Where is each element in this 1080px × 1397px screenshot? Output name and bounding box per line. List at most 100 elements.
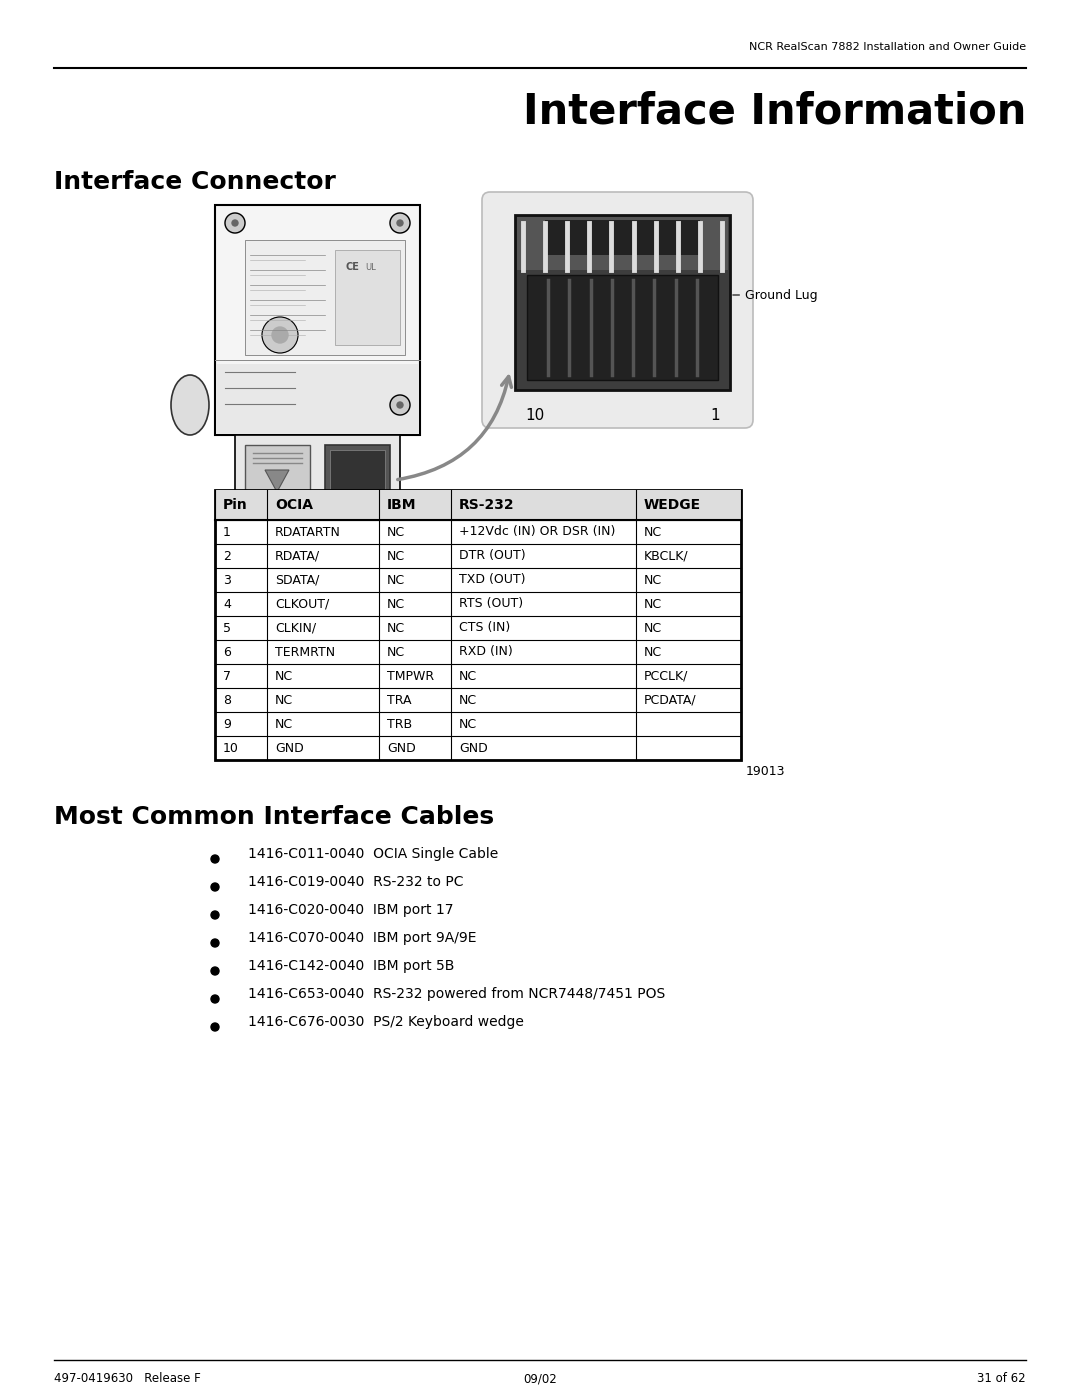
Text: 9: 9	[222, 718, 231, 731]
Circle shape	[211, 883, 219, 891]
Text: NC: NC	[459, 669, 477, 683]
FancyBboxPatch shape	[335, 250, 400, 345]
Text: NC: NC	[644, 645, 662, 658]
Text: CTS (IN): CTS (IN)	[459, 622, 510, 634]
Text: 4: 4	[222, 598, 231, 610]
Text: 1416-C676-0030  PS/2 Keyboard wedge: 1416-C676-0030 PS/2 Keyboard wedge	[248, 1016, 524, 1030]
Text: Most Common Interface Cables: Most Common Interface Cables	[54, 805, 495, 828]
Text: GND: GND	[387, 742, 416, 754]
Circle shape	[232, 219, 238, 226]
Text: OCIA: OCIA	[275, 497, 313, 511]
Text: NC: NC	[459, 693, 477, 707]
Text: CLKIN/: CLKIN/	[275, 622, 316, 634]
Text: 8: 8	[222, 693, 231, 707]
Text: 10: 10	[525, 408, 544, 423]
Text: KBCLK/: KBCLK/	[644, 549, 689, 563]
Text: TRA: TRA	[387, 693, 411, 707]
FancyBboxPatch shape	[515, 215, 730, 390]
Text: Ground Lug: Ground Lug	[733, 289, 818, 302]
Text: RDATARTN: RDATARTN	[275, 525, 341, 538]
Text: 10: 10	[222, 742, 239, 754]
Text: NC: NC	[644, 574, 662, 587]
Text: NC: NC	[459, 718, 477, 731]
FancyBboxPatch shape	[245, 240, 405, 355]
FancyBboxPatch shape	[235, 434, 400, 529]
Text: 3: 3	[222, 574, 231, 587]
Circle shape	[262, 317, 298, 353]
Text: RXD (IN): RXD (IN)	[459, 645, 513, 658]
Circle shape	[390, 212, 410, 233]
Text: NC: NC	[644, 525, 662, 538]
Text: 5: 5	[222, 622, 231, 634]
Text: 1416-C020-0040  IBM port 17: 1416-C020-0040 IBM port 17	[248, 902, 454, 916]
FancyBboxPatch shape	[330, 450, 384, 510]
FancyBboxPatch shape	[215, 490, 741, 520]
Text: RTS (OUT): RTS (OUT)	[459, 598, 523, 610]
Text: 7: 7	[222, 669, 231, 683]
FancyBboxPatch shape	[527, 275, 718, 380]
FancyBboxPatch shape	[325, 446, 390, 515]
Text: NCR RealScan 7882 Installation and Owner Guide: NCR RealScan 7882 Installation and Owner…	[748, 42, 1026, 52]
Text: GND: GND	[459, 742, 488, 754]
FancyBboxPatch shape	[517, 217, 728, 270]
Text: 31 of 62: 31 of 62	[977, 1372, 1026, 1384]
Circle shape	[225, 212, 245, 233]
Text: SDATA/: SDATA/	[275, 574, 320, 587]
Text: 1416-C011-0040  OCIA Single Cable: 1416-C011-0040 OCIA Single Cable	[248, 847, 498, 861]
Text: 1416-C142-0040  IBM port 5B: 1416-C142-0040 IBM port 5B	[248, 958, 455, 972]
Text: NC: NC	[275, 669, 293, 683]
FancyBboxPatch shape	[245, 446, 310, 515]
FancyBboxPatch shape	[545, 219, 700, 256]
Circle shape	[211, 939, 219, 947]
Text: NC: NC	[387, 598, 405, 610]
Text: NC: NC	[387, 549, 405, 563]
Text: NC: NC	[644, 622, 662, 634]
Text: IBM: IBM	[387, 497, 417, 511]
Text: RDATA/: RDATA/	[275, 549, 320, 563]
Circle shape	[211, 911, 219, 919]
Text: UL: UL	[365, 263, 376, 272]
Text: 1416-C070-0040  IBM port 9A/9E: 1416-C070-0040 IBM port 9A/9E	[248, 930, 476, 944]
Text: NC: NC	[644, 598, 662, 610]
Text: 2: 2	[222, 549, 231, 563]
Text: NC: NC	[275, 718, 293, 731]
Text: +12Vdc (IN) OR DSR (IN): +12Vdc (IN) OR DSR (IN)	[459, 525, 616, 538]
Text: DTR (OUT): DTR (OUT)	[459, 549, 526, 563]
Text: NC: NC	[387, 574, 405, 587]
Text: CLKOUT/: CLKOUT/	[275, 598, 329, 610]
FancyBboxPatch shape	[215, 205, 420, 434]
Text: TERMRTN: TERMRTN	[275, 645, 335, 658]
Circle shape	[397, 219, 403, 226]
Text: PCDATA/: PCDATA/	[644, 693, 697, 707]
Text: 6: 6	[222, 645, 231, 658]
Circle shape	[272, 327, 288, 344]
FancyBboxPatch shape	[216, 365, 419, 434]
Circle shape	[211, 1023, 219, 1031]
Text: 1: 1	[711, 408, 720, 423]
Text: 09/02: 09/02	[523, 1372, 557, 1384]
Text: RS-232: RS-232	[459, 497, 515, 511]
Text: TRB: TRB	[387, 718, 413, 731]
Circle shape	[211, 855, 219, 863]
Ellipse shape	[171, 374, 210, 434]
FancyArrowPatch shape	[397, 377, 512, 479]
Circle shape	[211, 995, 219, 1003]
Text: PCCLK/: PCCLK/	[644, 669, 688, 683]
Circle shape	[397, 402, 403, 408]
Text: 1416-C653-0040  RS-232 powered from NCR7448/7451 POS: 1416-C653-0040 RS-232 powered from NCR74…	[248, 988, 665, 1002]
Text: 497-0419630   Release F: 497-0419630 Release F	[54, 1372, 201, 1384]
FancyBboxPatch shape	[482, 191, 753, 427]
Text: 19013: 19013	[746, 766, 785, 778]
Text: Interface Connector: Interface Connector	[54, 170, 336, 194]
Text: TXD (OUT): TXD (OUT)	[459, 574, 526, 587]
Text: WEDGE: WEDGE	[644, 497, 701, 511]
Text: GND: GND	[275, 742, 303, 754]
Text: 1: 1	[222, 525, 231, 538]
Text: CE: CE	[345, 263, 359, 272]
Text: NC: NC	[275, 693, 293, 707]
Text: NC: NC	[387, 645, 405, 658]
Text: TMPWR: TMPWR	[387, 669, 434, 683]
Text: Pin: Pin	[222, 497, 247, 511]
FancyBboxPatch shape	[215, 490, 741, 760]
Text: NC: NC	[387, 622, 405, 634]
